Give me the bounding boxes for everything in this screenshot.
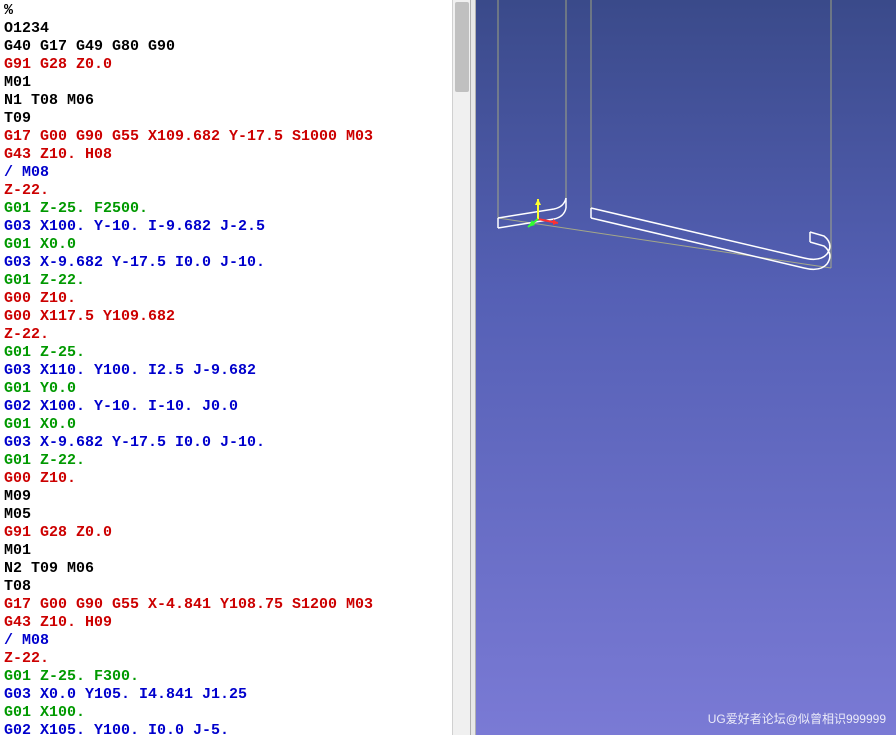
gcode-line[interactable]: G91 G28 Z0.0 bbox=[4, 524, 466, 542]
gcode-line[interactable]: G02 X100. Y-10. I-10. J0.0 bbox=[4, 398, 466, 416]
gcode-text[interactable]: %O1234G40 G17 G49 G80 G90G91 G28 Z0.0M01… bbox=[0, 0, 470, 735]
gcode-line[interactable]: N2 T09 M06 bbox=[4, 560, 466, 578]
gcode-line[interactable]: % bbox=[4, 2, 466, 20]
gcode-line[interactable]: G01 X0.0 bbox=[4, 416, 466, 434]
wireframe-render bbox=[476, 0, 896, 735]
app-container: %O1234G40 G17 G49 G80 G90G91 G28 Z0.0M01… bbox=[0, 0, 896, 735]
gcode-line[interactable]: G03 X110. Y100. I2.5 J-9.682 bbox=[4, 362, 466, 380]
gcode-line[interactable]: G00 Z10. bbox=[4, 470, 466, 488]
vertical-scrollbar-thumb[interactable] bbox=[455, 2, 469, 92]
gcode-line[interactable]: O1234 bbox=[4, 20, 466, 38]
gcode-line[interactable]: N1 T08 M06 bbox=[4, 92, 466, 110]
gcode-line[interactable]: G17 G00 G90 G55 X109.682 Y-17.5 S1000 M0… bbox=[4, 128, 466, 146]
gcode-line[interactable]: G00 Z10. bbox=[4, 290, 466, 308]
gcode-line[interactable]: T09 bbox=[4, 110, 466, 128]
gcode-line[interactable]: G00 X117.5 Y109.682 bbox=[4, 308, 466, 326]
gcode-line[interactable]: / M08 bbox=[4, 632, 466, 650]
gcode-line[interactable]: G03 X-9.682 Y-17.5 I0.0 J-10. bbox=[4, 434, 466, 452]
gcode-line[interactable]: G01 Z-22. bbox=[4, 452, 466, 470]
gcode-line[interactable]: T08 bbox=[4, 578, 466, 596]
3d-viewport[interactable]: UG爱好者论坛@似曾相识999999 bbox=[476, 0, 896, 735]
gcode-line[interactable]: M09 bbox=[4, 488, 466, 506]
gcode-line[interactable]: G02 X105. Y100. I0.0 J-5. bbox=[4, 722, 466, 735]
gcode-line[interactable]: G01 Z-25. F300. bbox=[4, 668, 466, 686]
gcode-line[interactable]: M01 bbox=[4, 74, 466, 92]
gcode-line[interactable]: G01 X100. bbox=[4, 704, 466, 722]
gcode-line[interactable]: G01 X0.0 bbox=[4, 236, 466, 254]
gcode-line[interactable]: G43 Z10. H08 bbox=[4, 146, 466, 164]
gcode-line[interactable]: M05 bbox=[4, 506, 466, 524]
gcode-line[interactable]: Z-22. bbox=[4, 650, 466, 668]
gcode-line[interactable]: G01 Y0.0 bbox=[4, 380, 466, 398]
gcode-line[interactable]: G03 X0.0 Y105. I4.841 J1.25 bbox=[4, 686, 466, 704]
gcode-line[interactable]: G03 X-9.682 Y-17.5 I0.0 J-10. bbox=[4, 254, 466, 272]
gcode-line[interactable]: G91 G28 Z0.0 bbox=[4, 56, 466, 74]
gcode-editor-panel: %O1234G40 G17 G49 G80 G90G91 G28 Z0.0M01… bbox=[0, 0, 470, 735]
axis-gizmo-icon bbox=[526, 195, 566, 235]
gcode-line[interactable]: G01 Z-22. bbox=[4, 272, 466, 290]
gcode-line[interactable]: G17 G00 G90 G55 X-4.841 Y108.75 S1200 M0… bbox=[4, 596, 466, 614]
gcode-line[interactable]: Z-22. bbox=[4, 182, 466, 200]
gcode-line[interactable]: G43 Z10. H09 bbox=[4, 614, 466, 632]
gcode-line[interactable]: G01 Z-25. bbox=[4, 344, 466, 362]
watermark-text: UG爱好者论坛@似曾相识999999 bbox=[708, 710, 886, 727]
gcode-line[interactable]: G01 Z-25. F2500. bbox=[4, 200, 466, 218]
gcode-line[interactable]: G03 X100. Y-10. I-9.682 J-2.5 bbox=[4, 218, 466, 236]
gcode-line[interactable]: Z-22. bbox=[4, 326, 466, 344]
gcode-line[interactable]: M01 bbox=[4, 542, 466, 560]
gcode-line[interactable]: / M08 bbox=[4, 164, 466, 182]
vertical-scrollbar-track[interactable] bbox=[452, 0, 470, 735]
gcode-line[interactable]: G40 G17 G49 G80 G90 bbox=[4, 38, 466, 56]
